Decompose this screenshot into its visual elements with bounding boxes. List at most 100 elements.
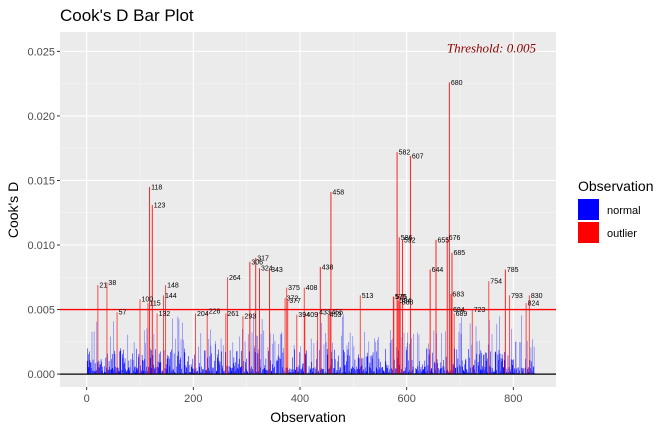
normal-bar [179, 363, 180, 375]
outlier-bar [139, 299, 141, 375]
normal-bar [487, 344, 489, 375]
outlier-label: 226 [209, 308, 221, 315]
normal-bar [506, 371, 507, 375]
normal-bar [274, 341, 276, 375]
normal-bar [244, 371, 245, 375]
normal-bar [299, 368, 301, 375]
normal-bar [316, 359, 317, 375]
x-tick-label: 400 [291, 393, 309, 405]
normal-bar [163, 349, 165, 375]
normal-bar [109, 366, 110, 375]
normal-bar [160, 362, 162, 375]
normal-bar [381, 367, 383, 375]
normal-bar [245, 369, 247, 375]
normal-bar [421, 372, 422, 375]
outlier-label: 576 [395, 294, 407, 301]
normal-bar [118, 371, 120, 375]
normal-bar [96, 321, 98, 375]
normal-bar [278, 344, 279, 375]
normal-bar [410, 371, 412, 375]
normal-bar [386, 367, 388, 375]
normal-bar [376, 351, 378, 375]
outlier-label: 408 [306, 285, 318, 292]
normal-bar [293, 345, 295, 375]
normal-bar [363, 369, 364, 375]
normal-bar [258, 371, 259, 375]
normal-bar [215, 340, 217, 375]
outlier-bar [392, 296, 394, 375]
normal-bar [288, 372, 290, 375]
normal-bar [361, 365, 363, 375]
outlier-bar [451, 252, 453, 375]
normal-bar [416, 369, 418, 375]
y-tick-label: 0.015 [27, 175, 55, 187]
normal-bar [508, 372, 509, 375]
normal-bar [110, 336, 111, 375]
normal-bar [363, 369, 365, 375]
normal-bar [173, 370, 174, 375]
normal-bar [367, 356, 369, 375]
normal-bar [133, 370, 134, 375]
normal-bar [345, 371, 346, 375]
x-tick-label: 0 [84, 393, 90, 405]
normal-bar [297, 367, 299, 375]
normal-bar [229, 366, 230, 375]
normal-bar [247, 372, 249, 375]
normal-bar [403, 332, 405, 375]
normal-bar [213, 367, 214, 375]
normal-bar [183, 348, 185, 375]
normal-bar [502, 367, 504, 375]
legend-title: Observation [578, 178, 653, 194]
normal-bar [400, 372, 402, 375]
normal-bar [483, 354, 485, 375]
normal-bar [88, 367, 90, 375]
normal-bar [373, 371, 375, 375]
outlier-bar [151, 204, 153, 375]
normal-bar [315, 369, 317, 375]
normal-bar [119, 351, 121, 375]
normal-bar [343, 352, 345, 375]
normal-bar [125, 371, 127, 375]
normal-bar [178, 351, 179, 375]
normal-bar [339, 370, 340, 375]
normal-bar [318, 370, 319, 375]
normal-bar [354, 359, 356, 375]
normal-bar [482, 366, 483, 375]
normal-bar [464, 364, 466, 375]
normal-bar [153, 333, 155, 375]
normal-bar [420, 366, 422, 375]
normal-bar [162, 370, 163, 375]
normal-bar [491, 371, 492, 375]
normal-bar [264, 365, 266, 375]
normal-bar [221, 368, 223, 375]
normal-bar [302, 363, 303, 375]
normal-bar [521, 315, 522, 375]
normal-bar [428, 354, 430, 375]
normal-bar [175, 338, 177, 375]
normal-bar [113, 369, 115, 375]
normal-bar [145, 343, 146, 375]
normal-bar [319, 350, 321, 375]
normal-bar [194, 354, 195, 375]
normal-bar [209, 356, 211, 375]
normal-bar [95, 370, 97, 375]
normal-bar [524, 367, 526, 375]
normal-bar [405, 367, 406, 375]
normal-bar [237, 368, 239, 375]
normal-bar [424, 360, 426, 375]
normal-bar [434, 361, 435, 375]
normal-bar [142, 360, 143, 375]
normal-bar [188, 356, 189, 375]
normal-bar [531, 361, 532, 375]
outlier-bar [330, 192, 332, 375]
normal-bar [394, 359, 395, 375]
outlier-label: 123 [154, 202, 166, 209]
normal-bar [385, 348, 386, 375]
normal-bar [426, 348, 428, 375]
normal-bar [452, 370, 453, 375]
normal-bar [148, 367, 149, 375]
normal-bar [99, 364, 101, 375]
normal-bar [273, 333, 274, 375]
normal-bar [89, 351, 90, 375]
